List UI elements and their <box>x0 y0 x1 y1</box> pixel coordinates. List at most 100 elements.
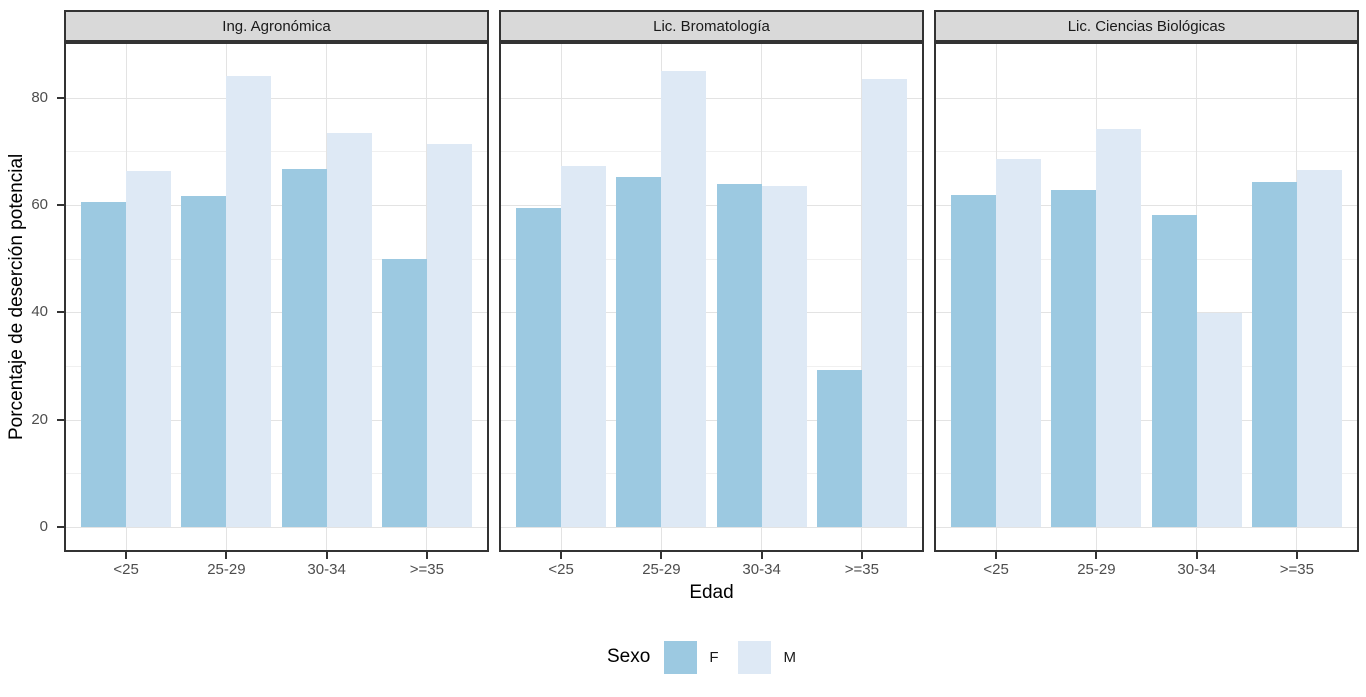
x-tick-mark <box>225 552 228 559</box>
x-tick-label: 25-29 <box>1077 561 1116 578</box>
x-tick-mark <box>1095 552 1098 559</box>
x-tick-label: >=35 <box>1279 561 1314 578</box>
gridline-minor-h <box>66 258 487 260</box>
legend-title: Sexo <box>607 646 651 667</box>
legend-swatch-f <box>664 640 698 674</box>
x-axis-title: Edad <box>689 582 734 603</box>
gridline-minor-h <box>66 366 487 368</box>
legend-swatch-m <box>738 640 772 674</box>
bar-m->=35 <box>426 144 472 528</box>
gridline-minor-h <box>501 258 922 260</box>
gridline-minor-h <box>66 473 487 475</box>
y-tick-label: 80 <box>31 88 48 106</box>
gridline-minor-h <box>501 151 922 153</box>
y-tick-mark <box>57 96 64 99</box>
x-tick-mark <box>325 552 328 559</box>
gridline-major-h <box>66 527 487 529</box>
plot-area <box>934 42 1359 552</box>
x-tick-label: 25-29 <box>642 561 681 578</box>
x-tick-mark <box>425 552 428 559</box>
bar-f-25-29 <box>1051 190 1097 528</box>
legend-label-f: F <box>709 648 719 666</box>
x-tick-label: <25 <box>983 561 1009 578</box>
x-tick-label: 30-34 <box>307 561 346 578</box>
x-tick-label: >=35 <box>844 561 879 578</box>
bar-f-30-34 <box>716 183 762 528</box>
gridline-major-h <box>501 205 922 207</box>
gridline-minor-h <box>501 366 922 368</box>
facet-0: Ing. Agronómica <25 25-29 30-34 >=35 <box>64 0 489 697</box>
gridline-major-h <box>66 312 487 314</box>
bar-f->=35 <box>816 369 862 528</box>
gridline-minor-h <box>501 473 922 475</box>
bar-m-30-34 <box>1196 312 1242 528</box>
x-tick-mark <box>1295 552 1298 559</box>
bar-m-<25 <box>126 171 172 528</box>
gridline-major-h <box>501 527 922 529</box>
y-tick-mark <box>57 204 64 207</box>
bar-f-<25 <box>81 201 127 528</box>
y-axis-title: Porcentaje de deserción potencial <box>6 153 27 441</box>
bar-m-30-34 <box>326 133 372 528</box>
bar-m->=35 <box>861 79 907 528</box>
bar-f->=35 <box>381 259 427 528</box>
facet-label: Lic. Bromatología <box>653 17 770 35</box>
x-tick-mark <box>125 552 128 559</box>
x-tick-mark <box>1195 552 1198 559</box>
bar-m-<25 <box>996 159 1042 528</box>
bar-f-25-29 <box>616 177 662 528</box>
y-tick-label: 0 <box>39 518 48 536</box>
plot-area <box>499 42 924 552</box>
bar-f-30-34 <box>281 168 327 528</box>
gridline-minor-h <box>936 473 1357 475</box>
bar-f->=35 <box>1251 181 1297 528</box>
gridline-major-h <box>501 312 922 314</box>
bar-f-25-29 <box>181 196 227 528</box>
gridline-minor-h <box>936 151 1357 153</box>
bar-m-25-29 <box>226 76 272 528</box>
facet-label: Ing. Agronómica <box>222 17 331 35</box>
x-tick-mark <box>860 552 863 559</box>
bar-m-<25 <box>561 165 607 528</box>
y-tick-label: 40 <box>31 303 48 321</box>
gridline-major-h <box>936 97 1357 99</box>
plot-area <box>64 42 489 552</box>
gridline-minor-h <box>936 258 1357 260</box>
x-tick-label: <25 <box>113 561 139 578</box>
facet-strip: Ing. Agronómica <box>64 10 489 42</box>
gridline-major-h <box>66 205 487 207</box>
legend-label-m: M <box>783 648 796 666</box>
gridline-major-h <box>936 419 1357 421</box>
gridline-major-h <box>66 97 487 99</box>
x-tick-mark <box>760 552 763 559</box>
y-tick-mark <box>57 418 64 421</box>
facet-2: Lic. Ciencias Biológicas <25 25-29 30-34 >=3… <box>934 0 1359 697</box>
bar-f-<25 <box>516 208 562 528</box>
gridline-major-h <box>936 205 1357 207</box>
x-tick-mark <box>995 552 998 559</box>
bar-m-30-34 <box>761 186 807 528</box>
gridline-minor-h <box>936 366 1357 368</box>
bar-m->=35 <box>1296 169 1342 528</box>
x-tick-label: 25-29 <box>207 561 246 578</box>
facet-label: Lic. Ciencias Biológicas <box>1067 17 1226 35</box>
bar-m-25-29 <box>1096 129 1142 528</box>
x-tick-label: <25 <box>548 561 574 578</box>
x-tick-label: 30-34 <box>1177 561 1216 578</box>
bar-f-30-34 <box>1151 215 1197 528</box>
gridline-major-h <box>501 419 922 421</box>
bar-f-<25 <box>951 194 997 528</box>
x-tick-mark <box>660 552 663 559</box>
gridline-major-h <box>66 419 487 421</box>
y-tick-label: 60 <box>31 196 48 214</box>
gridline-major-h <box>501 97 922 99</box>
x-tick-mark <box>560 552 563 559</box>
gridline-minor-h <box>66 151 487 153</box>
y-tick-label: 20 <box>31 410 48 428</box>
facet-1: Lic. Bromatología <25 25-29 30-34 >=35 <box>499 0 924 697</box>
facet-strip: Lic. Ciencias Biológicas <box>934 10 1359 42</box>
y-tick-mark <box>57 526 64 529</box>
bar-m-25-29 <box>661 70 707 528</box>
